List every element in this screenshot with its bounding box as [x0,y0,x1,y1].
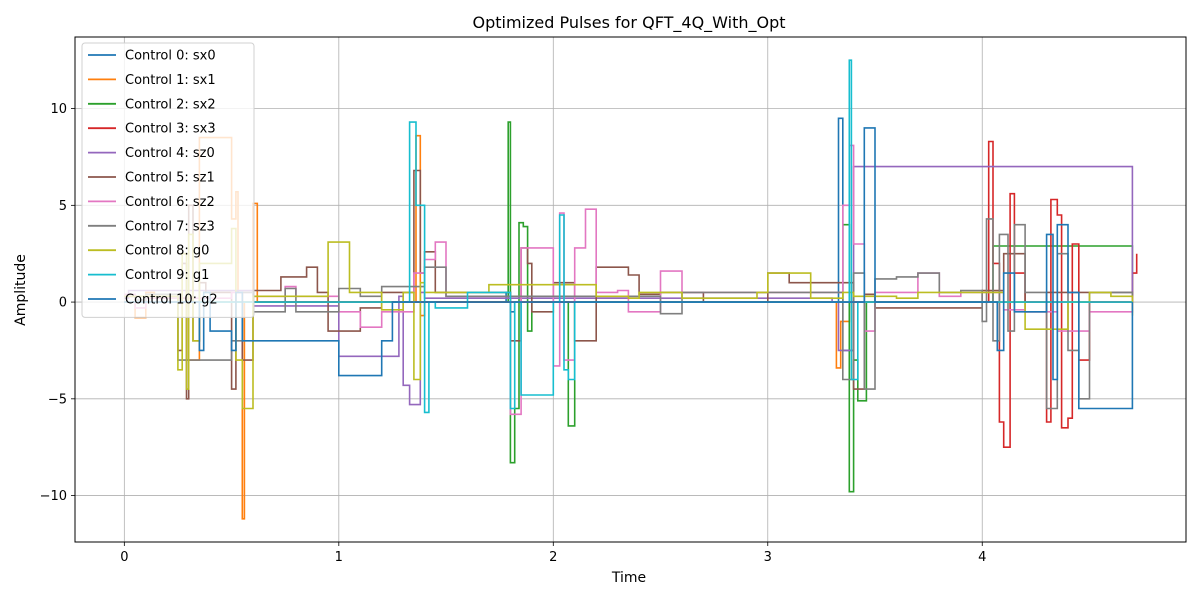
legend-label: Control 6: sz2 [125,195,215,210]
series-line-3 [124,140,1138,448]
legend-label: Control 9: g1 [125,268,209,283]
legend-label: Control 2: sx2 [125,97,216,112]
legend-label: Control 8: g0 [125,244,209,259]
y-tick-label: 10 [50,102,67,117]
series-line-1 [124,134,1133,520]
legend-label: Control 5: sz1 [125,171,215,186]
x-tick-label: 0 [120,550,128,565]
series-line-0 [124,117,1133,352]
legend-label: Control 10: g2 [125,293,218,308]
x-axis-label: Time [611,570,646,586]
legend: Control 0: sx0 Control 1: sx1 Control 2: s… [81,42,255,318]
legend-label: Control 3: sx3 [125,122,216,137]
legend-box [81,42,255,318]
series-line-9 [124,59,1133,414]
plot-frame [74,36,1187,543]
y-tick-label: 0 [59,296,67,311]
series-line-2 [124,121,1134,493]
series-line-10 [124,127,1134,410]
series-line-6 [124,144,1134,416]
series-group [124,59,1138,520]
legend-label: Control 0: sx0 [125,49,216,64]
x-tick-label: 3 [764,550,772,565]
legend-label: Control 4: sz0 [125,146,215,161]
grid [75,37,1186,542]
y-axis-label: Amplitude [13,254,29,326]
x-tick-label: 1 [335,550,343,565]
chart-title: Optimized Pulses for QFT_4Q_With_Opt [472,13,785,33]
legend-label: Control 7: sz3 [125,219,215,234]
legend-label: Control 1: sx1 [125,73,216,88]
series-line-7 [124,218,1134,410]
series-line-8 [124,227,1134,410]
y-tick-label: −5 [48,392,67,407]
y-tick-label: −10 [40,489,67,504]
series-line-4 [124,165,1134,406]
series-line-5 [124,169,1134,400]
x-tick-label: 4 [978,550,986,565]
axis-ticks: 0 1 2 3 4 −10 −5 0 5 10 [40,102,987,565]
x-tick-label: 2 [549,550,557,565]
y-tick-label: 5 [59,199,67,214]
